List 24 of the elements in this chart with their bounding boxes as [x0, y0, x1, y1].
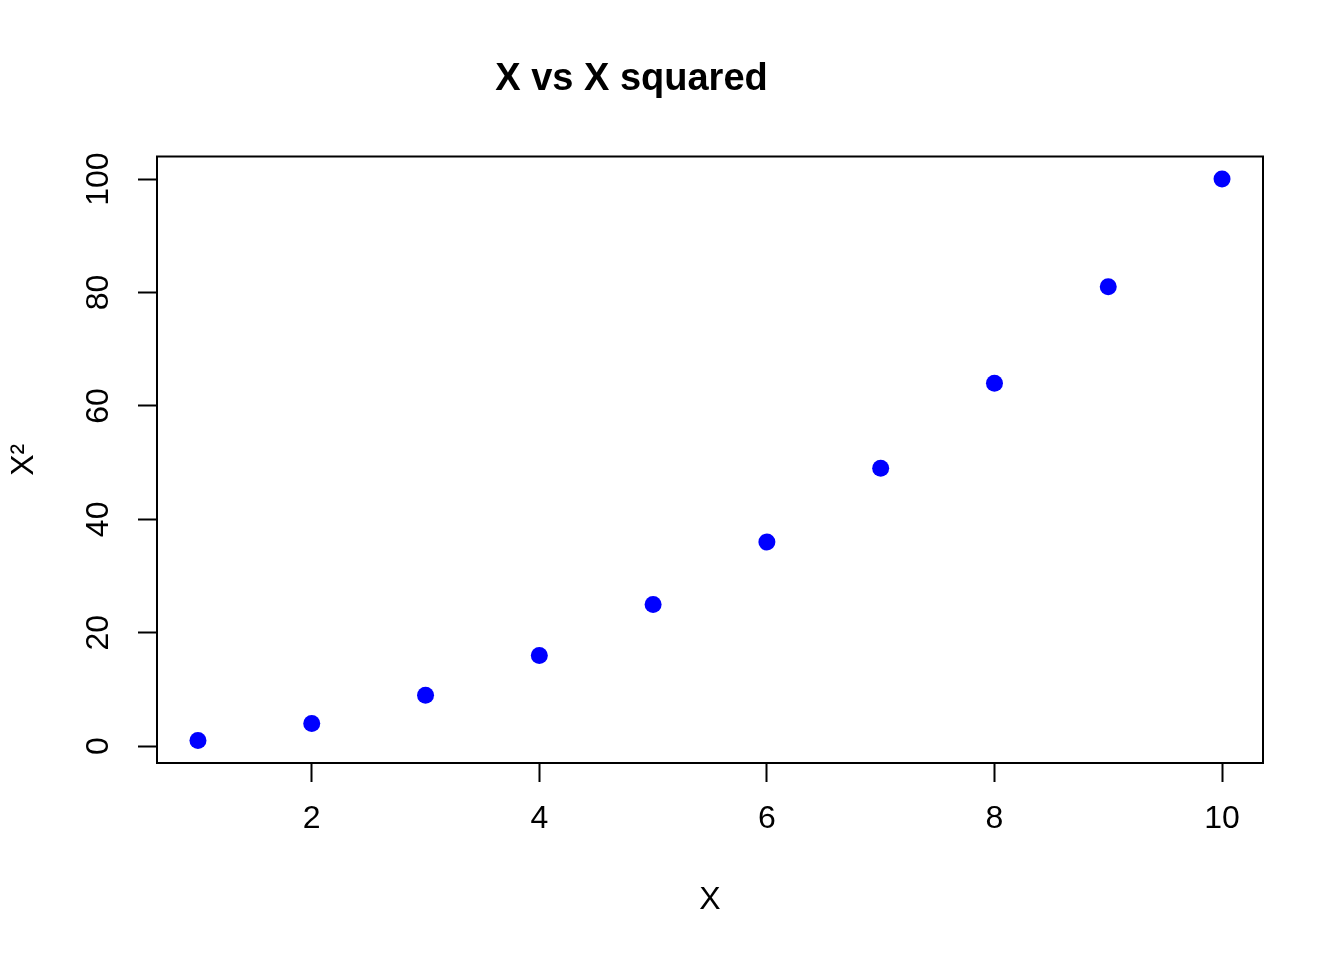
y-tick-label: 100 [79, 152, 116, 206]
point [189, 732, 207, 750]
point [303, 715, 321, 733]
y-tick-label: 40 [79, 501, 116, 538]
chart-title: X vs X squared [495, 56, 768, 99]
point [530, 646, 548, 664]
y-axis-title: X² [4, 443, 41, 476]
x-axis-title: X [699, 879, 721, 916]
point [985, 374, 1003, 392]
y-tick-label: 80 [79, 274, 116, 311]
point [644, 595, 662, 613]
point [758, 533, 776, 551]
x-tick-label: 2 [302, 799, 321, 836]
point [417, 686, 435, 704]
point [1099, 278, 1117, 296]
x-tick-label: 8 [985, 799, 1004, 836]
y-tick-label: 0 [79, 737, 116, 756]
point [872, 459, 890, 477]
y-tick-label: 60 [79, 388, 116, 424]
x-tick-label: 10 [1204, 799, 1240, 836]
y-tick-label: 20 [79, 614, 116, 651]
x-tick-label: 4 [530, 799, 549, 836]
x-tick-label: 6 [757, 799, 776, 836]
point [1213, 170, 1231, 188]
